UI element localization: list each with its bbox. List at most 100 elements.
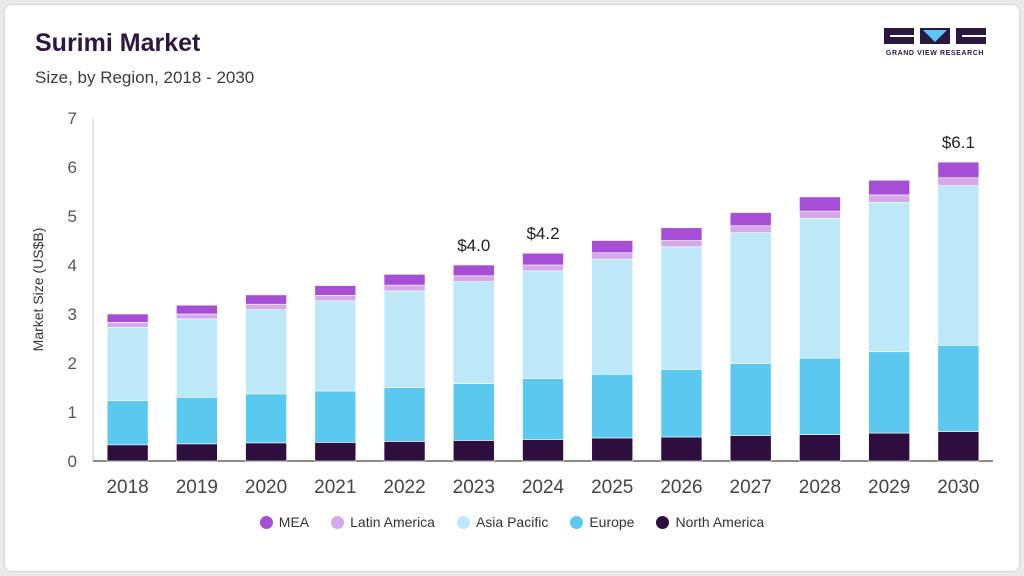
data-label-2024: $4.2 (526, 224, 559, 243)
bar-europe-2029 (868, 351, 910, 434)
legend-item-latin-america: Latin America (331, 514, 435, 530)
chart-title: Surimi Market (35, 29, 201, 57)
bar-mea-2018 (106, 313, 149, 323)
bar-mea-2027 (729, 212, 772, 227)
bar-north-america-2020 (245, 442, 287, 462)
x-tick-label: 2026 (660, 477, 702, 498)
bar-latin-america-2024 (522, 264, 564, 272)
y-tick-label: 5 (68, 207, 77, 226)
bar-asia-pacific-2025 (591, 258, 634, 375)
x-tick-label: 2021 (314, 477, 356, 498)
bar-asia-pacific-2027 (729, 232, 772, 364)
bar-north-america-2024 (522, 439, 564, 462)
bar-asia-pacific-2030 (937, 185, 980, 346)
x-tick-label: 2022 (383, 477, 425, 498)
x-tick-label: 2024 (522, 477, 565, 498)
bar-mea-2024 (522, 252, 564, 266)
bar-north-america-2026 (660, 436, 703, 462)
bar-asia-pacific-2022 (383, 290, 426, 388)
bar-north-america-2025 (591, 437, 634, 462)
bar-latin-america-2018 (106, 322, 149, 328)
bar-europe-2026 (660, 369, 703, 438)
legend-item-asia-pacific: Asia Pacific (456, 514, 549, 530)
data-label-2023: $4.0 (457, 236, 490, 255)
legend-swatch (259, 515, 273, 529)
y-tick-label: 2 (68, 354, 77, 373)
bar-mea-2020 (245, 294, 287, 305)
legend-item-mea: MEA (259, 514, 310, 530)
x-tick-label: 2023 (453, 477, 495, 498)
legend-swatch (570, 515, 584, 529)
logo-text: GRAND VIEW RESEARCH (885, 50, 985, 57)
bar-north-america-2023 (452, 440, 495, 462)
x-tick-label: 2018 (106, 477, 148, 498)
x-tick-label: 2030 (937, 477, 979, 498)
bar-mea-2026 (660, 227, 703, 241)
bar-asia-pacific-2028 (799, 218, 841, 359)
bar-latin-america-2029 (868, 194, 910, 203)
y-tick-label: 3 (68, 305, 77, 324)
bar-north-america-2022 (383, 441, 426, 462)
bar-europe-2025 (591, 373, 634, 439)
legend-label: Asia Pacific (475, 514, 549, 530)
legend-label: Europe (589, 514, 635, 530)
x-tick-label: 2020 (245, 477, 287, 498)
bar-europe-2024 (522, 378, 564, 440)
legend-label: Latin America (350, 514, 435, 530)
bar-europe-2022 (383, 387, 426, 442)
legend-item-europe: Europe (570, 514, 634, 530)
y-tick-label: 4 (68, 256, 77, 275)
bar-north-america-2019 (176, 443, 218, 462)
bar-asia-pacific-2018 (106, 326, 149, 402)
bar-mea-2030 (937, 161, 980, 179)
bar-latin-america-2028 (799, 210, 841, 219)
bar-asia-pacific-2019 (176, 318, 218, 398)
y-tick-label: 6 (68, 158, 77, 177)
x-tick-label: 2019 (176, 477, 218, 498)
brand-logo: GRAND VIEW RESEARCH (880, 27, 990, 67)
y-tick-label: 1 (68, 403, 77, 422)
legend-item-north-america: North America (656, 514, 764, 530)
bar-latin-america-2027 (729, 225, 772, 233)
bar-europe-2018 (106, 400, 149, 446)
bar-north-america-2029 (868, 432, 910, 462)
y-tick-label: 0 (68, 452, 77, 471)
bar-mea-2029 (868, 179, 910, 196)
bar-mea-2023 (452, 264, 495, 277)
x-tick-label: 2028 (799, 477, 841, 498)
bar-north-america-2021 (314, 442, 357, 462)
bar-asia-pacific-2021 (314, 300, 357, 392)
bar-mea-2021 (314, 285, 357, 296)
legend-swatch (331, 515, 345, 529)
bar-asia-pacific-2024 (522, 270, 564, 379)
bar-europe-2027 (729, 363, 772, 436)
bar-north-america-2028 (799, 434, 841, 462)
legend-label: MEA (278, 514, 310, 530)
bar-mea-2022 (383, 274, 426, 286)
bar-asia-pacific-2029 (868, 201, 910, 353)
x-tick-label: 2029 (868, 477, 910, 498)
bar-mea-2025 (591, 240, 634, 254)
bar-north-america-2018 (106, 444, 149, 462)
bar-asia-pacific-2023 (452, 281, 495, 384)
bar-europe-2030 (937, 345, 980, 432)
bar-latin-america-2025 (591, 252, 634, 260)
bar-latin-america-2022 (383, 284, 426, 292)
bar-latin-america-2020 (245, 303, 287, 310)
bar-asia-pacific-2020 (245, 309, 287, 395)
bar-mea-2019 (176, 304, 218, 315)
y-axis-label: Market Size (US$B) (30, 228, 46, 352)
chart-legend: MEA Latin America Asia Pacific Europe North … (0, 514, 1024, 530)
legend-swatch (656, 515, 670, 529)
legend-label: North America (675, 514, 765, 530)
legend-swatch (456, 515, 470, 529)
bar-latin-america-2026 (660, 240, 703, 248)
bar-asia-pacific-2026 (660, 246, 703, 370)
chart-card: Surimi Market Size, by Region, 2018 - 20… (4, 4, 1020, 572)
bar-latin-america-2021 (314, 295, 357, 302)
bar-mea-2028 (799, 196, 841, 212)
bar-latin-america-2030 (937, 177, 980, 186)
x-tick-label: 2025 (591, 477, 633, 498)
bar-europe-2020 (245, 393, 287, 444)
